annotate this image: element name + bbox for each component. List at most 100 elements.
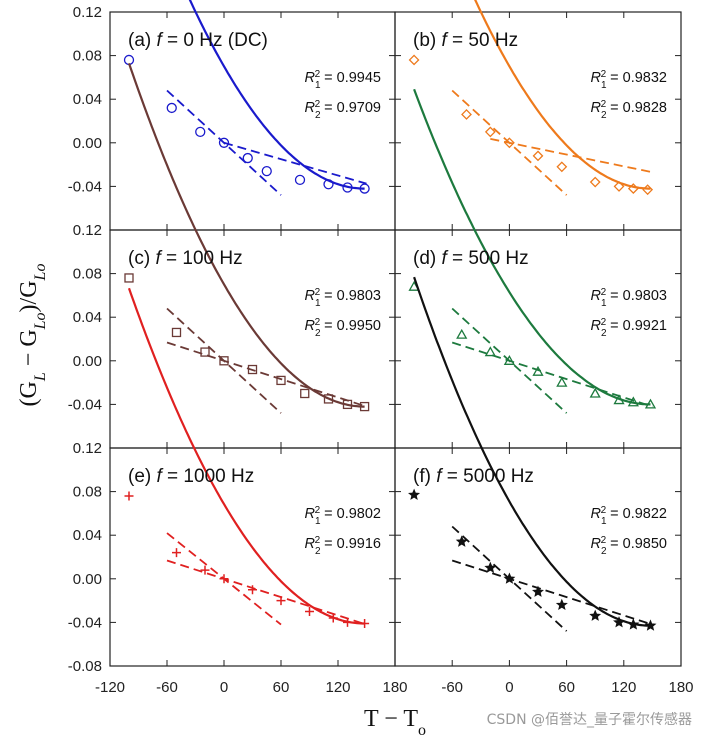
data-point (644, 619, 657, 631)
y-tick-label: 0.08 (73, 266, 102, 283)
data-point (589, 609, 602, 621)
r2-squared-label: R22 = 0.9950 (305, 317, 381, 339)
x-tick-label: 120 (325, 679, 350, 696)
data-point (613, 180, 625, 192)
data-point (242, 152, 253, 164)
y-tick-label: 0.08 (73, 48, 102, 65)
y-tick-label: 0.04 (73, 91, 102, 108)
x-tick-label: -60 (156, 679, 178, 696)
panel-title: (c) f = 100 Hz (128, 248, 243, 269)
data-point (484, 346, 496, 357)
data-point (408, 54, 420, 66)
linear-fit-1 (490, 137, 653, 174)
data-point (166, 102, 177, 114)
panel-title: (e) f = 1000 Hz (128, 466, 254, 487)
r1-squared-label: R12 = 0.9802 (305, 505, 381, 527)
y-tick-label: 0.08 (73, 484, 102, 501)
panel-c: 0.12 0.08 0.04 0.00 -0.04 (c) f = 100 Hz R12 =… (68, 62, 396, 449)
y-tick-label: 0.00 (73, 571, 102, 588)
panel-title: (d) f = 500 Hz (413, 248, 529, 269)
r2-squared-label: R22 = 0.9921 (591, 317, 667, 339)
r2-squared-label: R22 = 0.9709 (305, 99, 381, 121)
data-point (627, 183, 639, 194)
r1-squared-label: R12 = 0.9945 (305, 69, 381, 91)
data-point (247, 364, 258, 375)
panel-e: 0.12 0.08 0.04 0.00 -0.04 -0.08 -120 -60 0 60 120 1… (68, 287, 408, 696)
data-point (171, 327, 182, 338)
data-point (589, 387, 601, 398)
data-point (556, 161, 568, 173)
data-point (642, 184, 654, 196)
data-point (342, 399, 353, 410)
y-tick-label: 0.04 (73, 309, 102, 326)
data-point (219, 574, 229, 584)
data-point (503, 354, 516, 365)
r2-squared-label: R22 = 0.9850 (591, 535, 667, 557)
data-point (359, 183, 370, 194)
data-point (276, 596, 286, 606)
x-axis-label: T − To (364, 706, 426, 738)
data-point (627, 618, 640, 630)
quadratic-fit-curve (474, 0, 651, 190)
data-point (532, 150, 544, 162)
data-point (644, 398, 657, 409)
data-point (408, 488, 421, 500)
data-point (613, 394, 625, 405)
data-point (276, 375, 286, 386)
linear-fit-2 (451, 559, 653, 626)
quadratic-fit-curve (188, 0, 365, 190)
r2-squared-label: R22 = 0.9828 (591, 99, 667, 121)
data-point (455, 535, 468, 547)
panel-title: (f) f = 5000 Hz (413, 466, 534, 487)
panel-title: (a) f = 0 Hz (DC) (128, 30, 268, 51)
data-point (343, 617, 352, 627)
x-tick-label: 0 (505, 679, 513, 696)
x-tick-label: 60 (273, 679, 290, 696)
x-tick-label: 180 (668, 679, 693, 696)
data-point (200, 565, 210, 575)
data-point (261, 165, 272, 177)
data-point (627, 396, 639, 407)
linear-fit-2 (451, 341, 653, 408)
r1-squared-label: R12 = 0.9803 (591, 287, 667, 309)
x-tick-label: -60 (441, 679, 463, 696)
panel-a: 0.12 0.08 0.04 0.00 -0.04 (a) f = 0 Hz (DC) R1… (68, 0, 396, 231)
data-point (555, 598, 568, 611)
r1-squared-label: R12 = 0.9822 (591, 505, 667, 527)
panels-group: 0.12 0.08 0.04 0.00 -0.04 (a) f = 0 Hz (DC) R1… (68, 0, 694, 696)
data-point (323, 179, 334, 190)
quadratic-fit-curve (413, 88, 651, 406)
x-tick-label: 0 (220, 679, 228, 696)
linear-fit-2 (166, 559, 367, 626)
data-point (328, 613, 338, 623)
watermark-text: CSDN @佰誉达_量子霍尔传感器 (487, 711, 692, 728)
data-point (200, 347, 210, 357)
data-point (124, 273, 134, 283)
data-point (195, 126, 206, 138)
data-point (305, 607, 314, 616)
panel-d: (d) f = 500 Hz R12 = 0.9803 R22 = 0.9921 (394, 88, 682, 449)
r1-squared-label: R12 = 0.9803 (305, 287, 381, 309)
linear-fit-2 (223, 141, 367, 185)
y-tick-label: -0.04 (68, 614, 102, 631)
data-point (172, 548, 181, 558)
data-point (589, 176, 601, 188)
data-point (300, 388, 310, 399)
panel-f: -60 0 60 120 180 (f) f = 5000 Hz R12 = 0.9822 R… (394, 276, 694, 696)
r1-squared-label: R12 = 0.9832 (591, 69, 667, 91)
data-point (123, 54, 135, 66)
data-point (461, 109, 472, 120)
data-point (360, 618, 370, 628)
data-point (613, 616, 626, 628)
data-point (556, 376, 568, 387)
y-tick-label: 0.12 (73, 222, 102, 239)
x-tick-label: -120 (95, 679, 125, 696)
data-point (323, 394, 334, 404)
y-tick-label: -0.04 (68, 178, 102, 195)
quadratic-fit-curve (127, 287, 365, 625)
linear-fit-2 (451, 89, 568, 196)
y-tick-label: 0.12 (73, 4, 102, 21)
y-axis-label: (GL − GLo)/GLo (16, 264, 49, 407)
data-point (359, 401, 370, 412)
